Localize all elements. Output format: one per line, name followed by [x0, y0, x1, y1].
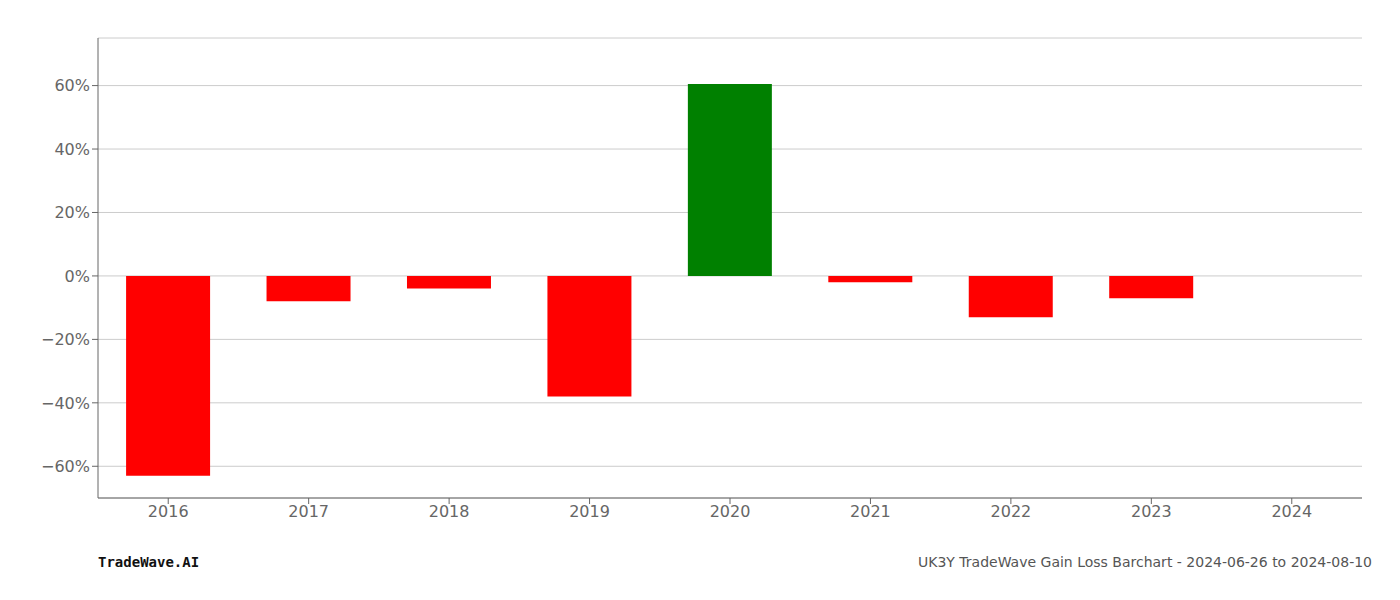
svg-text:2022: 2022: [991, 502, 1032, 521]
svg-text:20%: 20%: [54, 203, 90, 222]
svg-text:2017: 2017: [288, 502, 329, 521]
svg-text:−40%: −40%: [41, 394, 90, 413]
svg-text:0%: 0%: [65, 267, 90, 286]
svg-text:2016: 2016: [148, 502, 189, 521]
svg-text:2021: 2021: [850, 502, 891, 521]
svg-text:2020: 2020: [710, 502, 751, 521]
svg-text:60%: 60%: [54, 76, 90, 95]
svg-text:2019: 2019: [569, 502, 610, 521]
html-text:UK3Y TradeWave Gain Loss Barch: UK3Y TradeWave Gain Loss Barchart - 2024…: [918, 554, 1372, 570]
svg-text:−60%: −60%: [41, 457, 90, 476]
svg-text:40%: 40%: [54, 140, 90, 159]
html-text:TradeWave.AI: TradeWave.AI: [98, 554, 200, 570]
svg-text:2024: 2024: [1271, 502, 1312, 521]
svg-text:2023: 2023: [1131, 502, 1172, 521]
svg-text:2018: 2018: [429, 502, 470, 521]
svg-text:−20%: −20%: [41, 330, 90, 349]
